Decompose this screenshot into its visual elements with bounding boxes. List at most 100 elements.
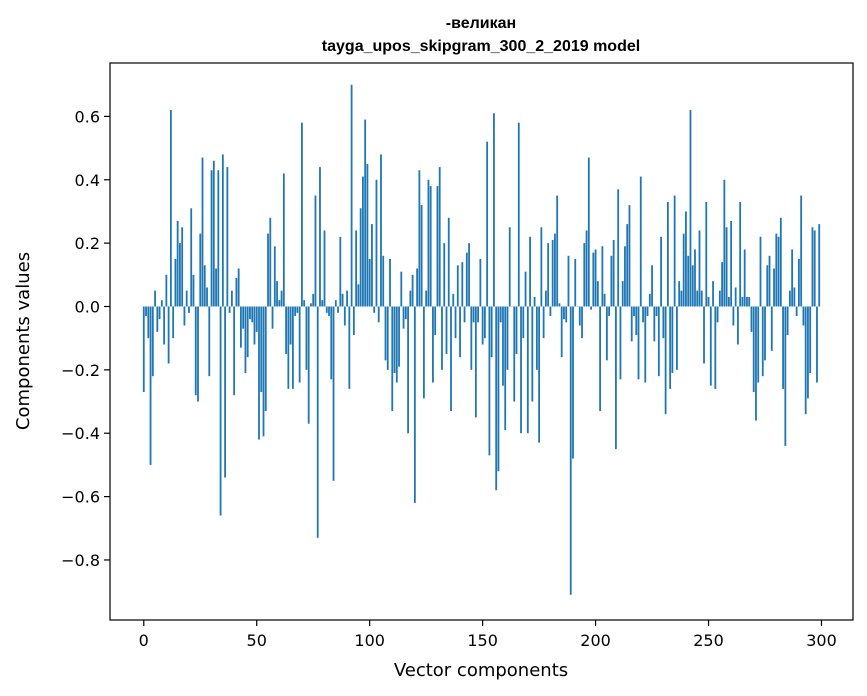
bar	[504, 306, 507, 431]
bar	[328, 306, 330, 316]
bar-series	[142, 84, 821, 595]
bar	[590, 306, 592, 310]
y-tick-label: −0.4	[61, 424, 100, 443]
bar	[237, 268, 240, 307]
bar	[637, 306, 640, 380]
bar	[797, 258, 800, 307]
bar	[499, 306, 502, 323]
x-tick-label: 0	[139, 631, 149, 650]
bar	[468, 243, 470, 307]
bar	[795, 306, 798, 316]
bar	[298, 306, 301, 383]
bar	[746, 296, 748, 307]
bar	[422, 306, 425, 399]
bar	[800, 195, 803, 307]
bar	[456, 265, 459, 307]
x-tick-label: 150	[467, 631, 498, 650]
bar	[163, 306, 166, 345]
bar	[393, 306, 396, 374]
bar	[565, 306, 568, 323]
bar	[147, 306, 150, 339]
bar	[786, 306, 789, 336]
bar	[612, 239, 615, 307]
bar	[260, 306, 263, 393]
chart-title-line2: tayga_upos_skipgram_300_2_2019 model	[322, 38, 640, 55]
y-tick-label: 0.2	[75, 234, 100, 253]
bar	[807, 306, 809, 399]
bar	[648, 293, 651, 307]
bar	[773, 268, 775, 307]
bar	[651, 265, 653, 307]
bar	[228, 306, 231, 313]
bar	[727, 296, 730, 307]
bar	[276, 281, 278, 307]
bar	[520, 306, 522, 434]
bar	[454, 306, 457, 339]
x-tick-label: 50	[247, 631, 267, 650]
bar	[554, 233, 556, 307]
x-tick-label: 250	[693, 631, 724, 650]
bar	[750, 306, 753, 332]
bar	[219, 306, 222, 516]
bar	[538, 306, 541, 443]
bar	[215, 268, 217, 307]
bar	[357, 284, 360, 307]
bar	[755, 306, 757, 421]
bar	[779, 217, 782, 307]
bar	[307, 306, 310, 424]
bar	[517, 122, 520, 307]
bar	[599, 306, 602, 412]
bar	[346, 290, 348, 307]
bar	[314, 195, 317, 307]
bar	[533, 296, 536, 307]
y-tick-label: 0.0	[75, 297, 100, 316]
bar	[282, 173, 285, 307]
bar	[233, 306, 236, 396]
bar	[526, 306, 529, 434]
bar	[601, 246, 604, 307]
bar	[506, 306, 509, 370]
bar	[560, 306, 563, 358]
bar	[551, 239, 554, 307]
bar	[452, 293, 455, 307]
bar	[685, 211, 687, 307]
bar	[725, 227, 728, 307]
bar	[497, 306, 500, 472]
bar	[208, 306, 211, 377]
bar	[253, 306, 256, 345]
bar	[703, 306, 705, 364]
bar	[368, 258, 371, 307]
bar	[398, 306, 400, 367]
bar	[194, 306, 197, 396]
bar	[734, 287, 737, 307]
bar	[567, 255, 570, 307]
bar	[303, 300, 306, 307]
bar	[617, 189, 620, 307]
bar	[556, 195, 559, 307]
bar	[409, 290, 412, 307]
bar	[694, 249, 696, 307]
bar	[626, 224, 629, 307]
bar	[655, 306, 658, 316]
bar	[226, 167, 229, 307]
bar	[515, 306, 518, 355]
bar	[158, 306, 161, 320]
bar	[441, 306, 443, 370]
bar	[691, 265, 694, 307]
bar	[479, 258, 482, 307]
bar	[608, 306, 611, 316]
bar	[156, 306, 159, 332]
bar	[240, 306, 242, 348]
bar	[705, 201, 708, 307]
bar	[621, 281, 624, 307]
bar	[434, 306, 437, 336]
bar	[531, 306, 534, 402]
bar	[698, 230, 701, 307]
bar	[255, 306, 258, 332]
bar	[395, 306, 398, 383]
bar	[199, 233, 202, 307]
bar	[687, 255, 690, 307]
bar	[558, 303, 561, 307]
bar	[653, 306, 656, 342]
